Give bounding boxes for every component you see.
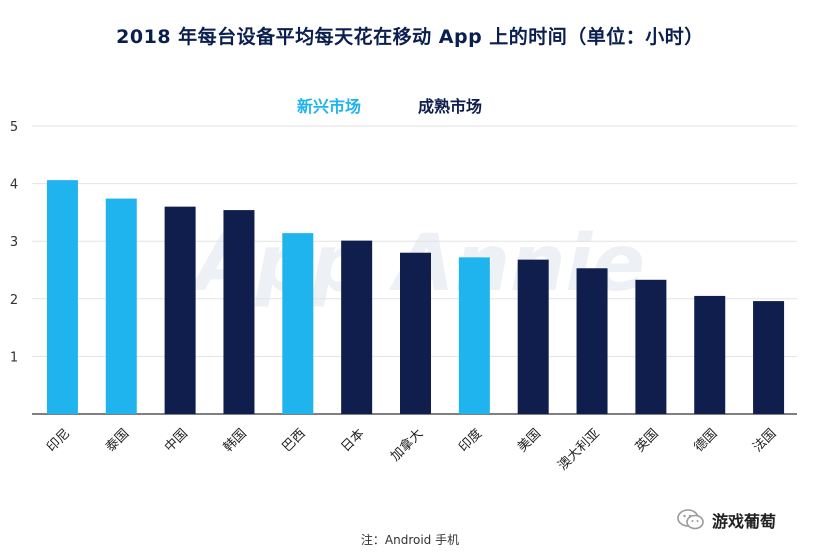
chart-legend: 新兴市场 成熟市场: [0, 93, 820, 119]
y-tick-label: 3: [10, 235, 18, 250]
bar: [517, 259, 549, 414]
bar: [458, 257, 490, 414]
x-tick-label: 印度: [455, 426, 485, 456]
x-tick-label: 泰国: [103, 426, 132, 455]
wechat-brand: 游戏葡萄: [676, 506, 776, 534]
y-tick-label: 5: [10, 120, 18, 135]
y-tick-label: 4: [10, 178, 18, 193]
bars: [46, 180, 785, 414]
bar: [576, 268, 608, 414]
legend-mature-market: 成熟市场: [418, 97, 483, 116]
x-tick-label: 美国: [515, 426, 544, 455]
x-tick-label: 加拿大: [387, 426, 426, 465]
bar: [164, 206, 196, 414]
x-axis-ticks: 印尼 泰国 中国 韩国 巴西 日本 加拿大 印度 美国 澳大利亚 英国 德国 法国: [44, 426, 779, 474]
y-tick-label: 2: [10, 293, 18, 308]
chart-title: 2018 年每台设备平均每天花在移动 App 上的时间（单位：小时）: [116, 26, 704, 48]
bar: [635, 279, 667, 414]
legend-emerging-market: 新兴市场: [297, 97, 362, 116]
brand-name: 游戏葡萄: [712, 512, 777, 531]
bar: [400, 252, 431, 414]
bar: [105, 198, 137, 414]
x-tick-label: 韩国: [221, 426, 250, 455]
bar: [753, 301, 785, 414]
x-tick-label: 法国: [750, 426, 779, 455]
bar: [694, 295, 726, 414]
y-tick-label: 1: [10, 350, 18, 365]
x-tick-label: 澳大利亚: [555, 426, 603, 474]
y-axis-ticks: 1 2 3 4 5: [10, 120, 18, 365]
bar: [223, 210, 255, 414]
bar: [46, 180, 78, 414]
x-tick-label: 印尼: [44, 426, 73, 455]
x-tick-label: 德国: [692, 426, 721, 455]
wechat-icon: [677, 509, 704, 530]
x-tick-label: 中国: [162, 426, 191, 455]
bar: [282, 233, 314, 414]
x-tick-label: 日本: [338, 426, 367, 455]
x-tick-label: 巴西: [280, 426, 309, 455]
bar: [341, 240, 373, 414]
footnote: 注：Android 手机: [360, 533, 460, 547]
x-tick-label: 英国: [633, 426, 662, 455]
